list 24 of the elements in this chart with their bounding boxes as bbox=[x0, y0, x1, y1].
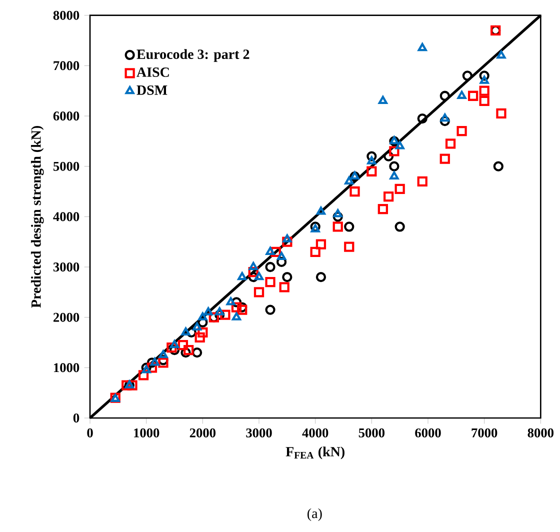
y-tick-label: 6000 bbox=[53, 112, 80, 120]
x-tick-label: 7000 bbox=[472, 428, 498, 438]
x-tick-label: 0 bbox=[87, 428, 93, 438]
x-tick-label: 5000 bbox=[358, 428, 384, 438]
y-tick-label: 3000 bbox=[53, 262, 80, 272]
y-tick-label: 8000 bbox=[53, 10, 80, 20]
y-tick-label: 5000 bbox=[53, 162, 80, 171]
x-tick-label: 8000 bbox=[528, 428, 554, 438]
legend-label: DSM bbox=[136, 85, 168, 95]
legend-label: Eurocode 3: part 2 bbox=[136, 49, 250, 62]
x-tick-label: 1000 bbox=[134, 428, 160, 438]
x-tick-label: 4000 bbox=[302, 428, 328, 438]
text: (a) bbox=[308, 508, 322, 522]
y-axis-title: Predicted design strength (kN) bbox=[30, 126, 44, 308]
legend-label: AISC bbox=[136, 68, 169, 77]
y-tick-label: 2000 bbox=[54, 312, 80, 322]
y-tick-label: 7000 bbox=[54, 61, 80, 70]
x-tick-label: 3000 bbox=[246, 428, 272, 438]
x-tick-label: 2000 bbox=[190, 428, 216, 438]
x-tick-label: 6000 bbox=[415, 428, 441, 438]
y-tick-label: 4000 bbox=[53, 212, 80, 222]
y-tick-label: 1000 bbox=[54, 363, 80, 372]
x-axis-title: F$_{FEA}$ (kN) bbox=[286, 446, 344, 460]
y-tick-label: 0 bbox=[73, 414, 80, 422]
